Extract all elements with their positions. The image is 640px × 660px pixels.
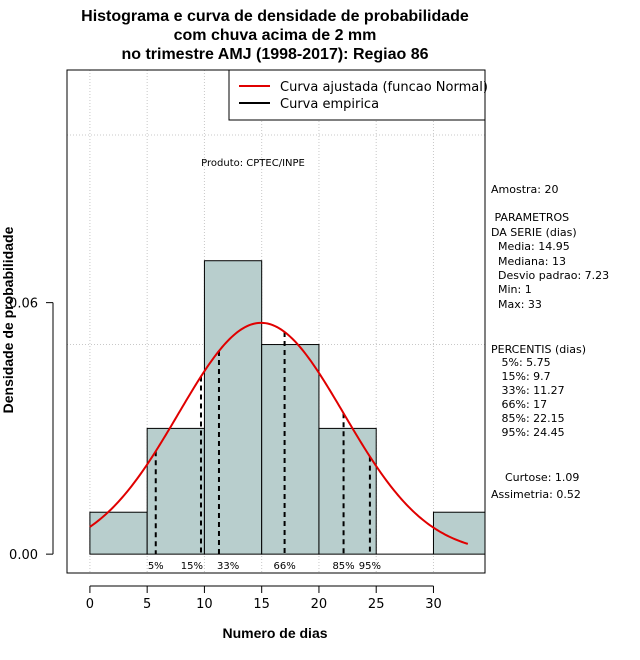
- percentile-label-3: 66%: [273, 561, 295, 572]
- normal-curve-line: [89, 321, 469, 545]
- percentile-label-1: 15%: [181, 561, 203, 572]
- stats-line-6: Min: 1: [491, 283, 532, 296]
- x-tick-label-1: 5: [143, 597, 151, 612]
- product-credit: Produto: CPTEC/INPE: [201, 158, 305, 169]
- percentile-layer: 5% 15% 33% 66% 85% 95%: [148, 331, 381, 572]
- stats-line-0: Amostra: 20: [491, 183, 558, 196]
- stats-line-10: 15%: 9.7: [491, 370, 551, 383]
- chart-title-line-3: no trimestre AMJ (1998-2017): Regiao 86: [121, 46, 428, 63]
- stats-line-11: 33%: 11.27: [491, 384, 565, 397]
- bars-layer: [89, 260, 486, 555]
- stats-line-7: Max: 33: [491, 298, 542, 311]
- x-tick-label-5: 25: [368, 597, 385, 612]
- percentile-label-2: 33%: [217, 561, 239, 572]
- stats-line-4: Mediana: 13: [491, 255, 566, 268]
- stats-line-2: DA SERIE (dias): [491, 226, 577, 239]
- stats-panel: Amostra: 20 PARAMETROS DA SERIE (dias) Me…: [491, 183, 609, 501]
- y-axis: 0.00 0.06: [9, 297, 54, 563]
- y-axis-label: Densidade de probabilidade: [0, 226, 16, 413]
- y-tick-label-0: 0.00: [9, 548, 38, 563]
- legend-box: [228, 69, 486, 121]
- stats-line-16: Assimetria: 0.52: [491, 488, 581, 501]
- chart-title-line-2: com chuva acima de 2 mm: [174, 27, 377, 44]
- stats-line-15: Curtose: 1.09: [491, 471, 579, 484]
- x-tick-label-2: 10: [196, 597, 213, 612]
- legend-label-empirical: Curva empirica: [280, 97, 379, 112]
- stats-line-13: 85%: 22.15: [491, 412, 565, 425]
- histogram-bar-2: [203, 260, 263, 555]
- percentile-label-0: 5%: [148, 561, 164, 572]
- x-axis: 0 5 10 15 20 25 30: [86, 585, 442, 612]
- stats-line-3: Media: 14.95: [491, 240, 570, 253]
- stats-line-8: PERCENTIS (dias): [491, 343, 586, 356]
- stats-line-9: 5%: 5.75: [491, 356, 551, 369]
- x-tick-label-6: 30: [425, 597, 442, 612]
- percentile-label-4: 85%: [332, 561, 354, 572]
- grid-layer: [67, 70, 485, 573]
- stats-line-12: 66%: 17: [491, 398, 547, 411]
- percentile-label-5: 95%: [359, 561, 381, 572]
- legend: Curva ajustada (funcao Normal) Curva emp…: [228, 69, 488, 121]
- x-tick-label-0: 0: [86, 597, 94, 612]
- x-tick-label-3: 15: [253, 597, 270, 612]
- stats-line-1: PARAMETROS: [491, 211, 569, 224]
- histogram-bar-4: [318, 427, 377, 555]
- x-axis-label: Numero de dias: [222, 625, 327, 641]
- stats-line-5: Desvio padrao: 7.23: [491, 269, 609, 282]
- chart-title-line-1: Histograma e curva de densidade de proba…: [81, 8, 469, 25]
- legend-label-fitted: Curva ajustada (funcao Normal): [280, 80, 488, 95]
- x-tick-label-4: 20: [311, 597, 328, 612]
- y-tick-label-1: 0.06: [9, 297, 38, 312]
- histogram-bar-3: [261, 344, 320, 555]
- stats-line-14: 95%: 24.45: [491, 426, 565, 439]
- histogram-bar-0: [89, 511, 148, 555]
